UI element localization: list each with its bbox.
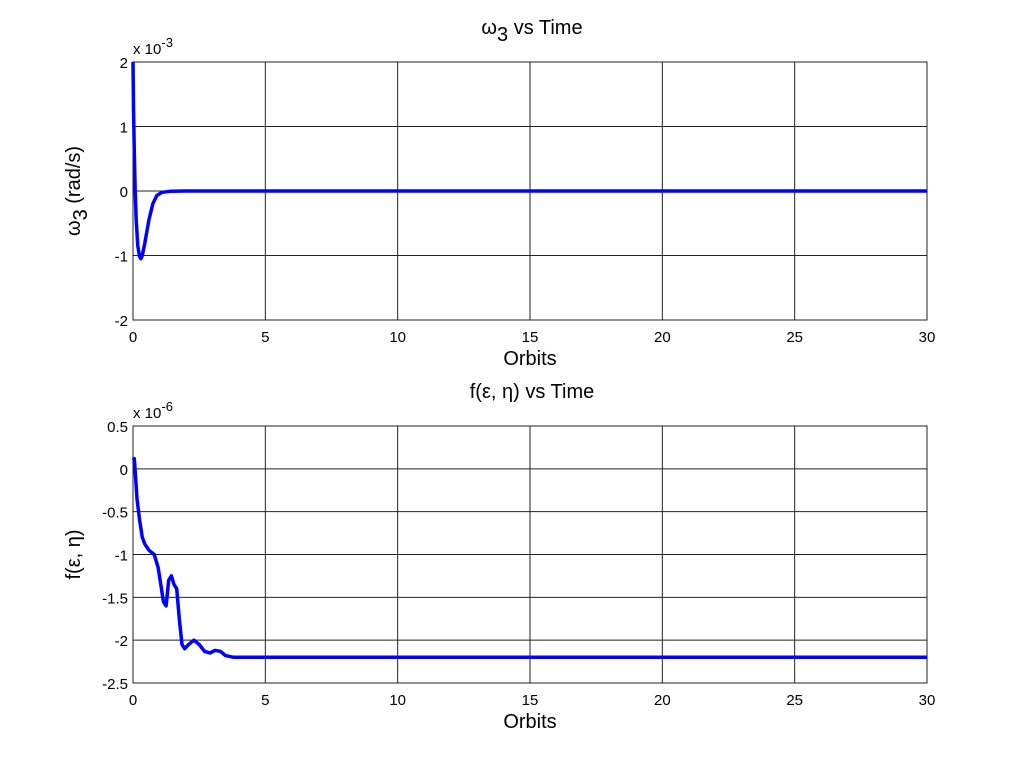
data-line <box>131 61 927 261</box>
y-tick-label: 0.5 <box>107 419 128 436</box>
data-line <box>131 456 927 660</box>
x-tick-label: 20 <box>654 692 671 709</box>
y-tick-label: -1.5 <box>102 590 128 607</box>
x-tick-label: 5 <box>261 692 269 709</box>
x-tick-label: 0 <box>129 692 137 709</box>
x-tick-label: 20 <box>654 329 671 346</box>
x-tick-label: 5 <box>261 329 269 346</box>
x-tick-label: 25 <box>786 692 803 709</box>
y-axis-label: ω3 (rad/s) <box>63 146 92 236</box>
y-multiplier: x 10-3 <box>133 35 173 58</box>
x-tick-label: 15 <box>522 329 539 346</box>
y-multiplier: x 10-6 <box>133 399 173 422</box>
y-tick-label: 1 <box>120 120 128 137</box>
x-tick-label: 30 <box>919 329 936 346</box>
x-tick-label: 30 <box>919 692 936 709</box>
f-axes: 0 5 10 15 20 25 30 -2.5 -2 -1.5 -1 -0.5 0 0.5 x 10-6 f(… <box>63 381 935 733</box>
chart-title: ω3 vs Time <box>481 17 582 46</box>
axes-box <box>132 425 928 684</box>
x-tick-label: 0 <box>129 329 137 346</box>
y-tick-label: -1 <box>115 249 128 266</box>
x-tick-label: 10 <box>389 692 406 709</box>
y-tick-label: -0.5 <box>102 505 128 522</box>
y-tick-label: -2 <box>115 633 128 650</box>
y-tick-label: -1 <box>115 548 128 565</box>
chart-title: f(ε, η) vs Time <box>470 381 594 403</box>
x-axis-label: Orbits <box>503 711 556 733</box>
x-tick-label: 10 <box>389 329 406 346</box>
x-tick-label: 15 <box>522 692 539 709</box>
y-tick-label: 0 <box>120 184 128 201</box>
x-axis-label: Orbits <box>503 348 556 370</box>
y-tick-label: 0 <box>120 462 128 479</box>
x-tick-label: 25 <box>786 329 803 346</box>
y-tick-label: -2.5 <box>102 676 128 693</box>
y-tick-label: 2 <box>120 55 128 72</box>
omega3-axes: 0 5 10 15 20 25 30 -2 -1 0 1 2 x 10-3 ω3 vs Time Orbit… <box>63 17 935 370</box>
y-tick-label: -2 <box>115 313 128 330</box>
y-axis-label: f(ε, η) <box>63 529 85 579</box>
